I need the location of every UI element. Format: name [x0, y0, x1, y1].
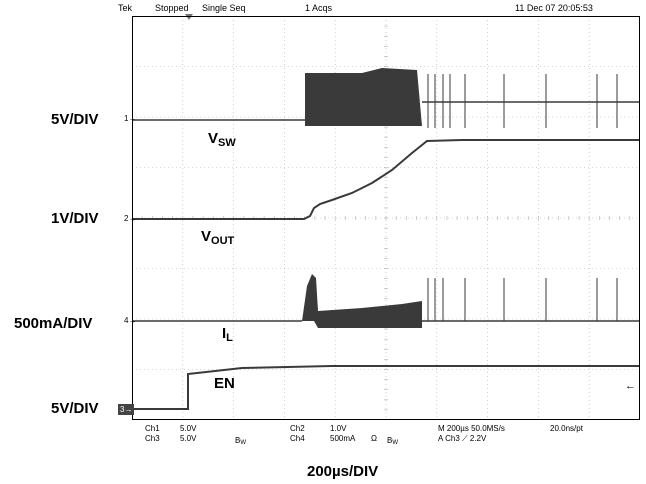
vsw-trace-burst: [305, 68, 422, 126]
en-trace: [132, 365, 640, 410]
ch1-scale: 5.0V: [180, 424, 197, 433]
ch4-ground-marker: 4→: [124, 316, 137, 325]
ch3-label: Ch3: [145, 434, 160, 443]
acq-state: Stopped: [155, 3, 189, 13]
ch2-label: Ch2: [290, 424, 305, 433]
ch3-bw-limit: BW: [235, 436, 247, 446]
ch3-ground-marker: 3→: [118, 404, 135, 415]
ch4-label: Ch4: [290, 434, 305, 443]
acq-mode: Single Seq: [202, 3, 246, 13]
ch4-ohm: Ω: [371, 434, 377, 443]
ch3-scale: 5.0V: [180, 434, 197, 443]
ch1-ground-marker: 1→: [124, 114, 137, 123]
ch2-ground-marker: 2→: [124, 214, 137, 223]
ch2-scale: 1.0V: [330, 424, 347, 433]
ch3-scale-label: 5V/DIV: [51, 400, 99, 417]
acq-count: 1 Acqs: [305, 3, 333, 13]
screen-frame: [132, 16, 640, 420]
time-scale-label: 200µs/DIV: [307, 463, 379, 480]
il-trace-ripple: [302, 274, 422, 328]
ch4-scale: 500mA: [330, 434, 356, 443]
vout-label: VOUT: [201, 228, 235, 247]
ch4-scale-label: 500mA/DIV: [14, 315, 93, 332]
trigger-readout: A Ch3 ⟋ 2.2V: [438, 434, 487, 443]
timestamp: 11 Dec 07 20:05:53: [515, 3, 593, 13]
vsw-label: VSW: [208, 130, 236, 149]
il-label: IL: [222, 325, 233, 344]
ch1-scale-label: 5V/DIV: [51, 111, 99, 128]
brand-label: Tek: [118, 3, 133, 13]
sample-interval: 20.0ns/pt: [550, 424, 583, 433]
ch1-label: Ch1: [145, 424, 160, 433]
en-label: EN: [214, 375, 235, 392]
scope-screen: [132, 16, 640, 420]
vout-trace: [132, 139, 640, 220]
ch4-bw-limit: BW: [387, 436, 399, 446]
timebase-readout: M 200µs 50.0MS/s: [438, 424, 505, 433]
ch2-scale-label: 1V/DIV: [51, 210, 99, 227]
waveform-traces: [132, 68, 640, 410]
trigger-level-icon: ←: [625, 380, 636, 392]
